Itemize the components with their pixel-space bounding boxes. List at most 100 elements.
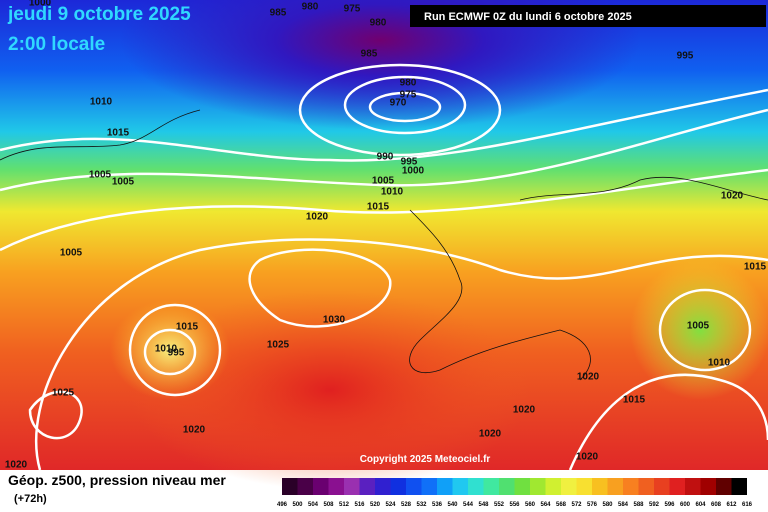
color-swatch: [514, 478, 530, 495]
color-swatch: [669, 478, 685, 495]
colorbar-label: 532: [416, 502, 427, 508]
colorbar-label: 576: [587, 502, 598, 508]
colorbar-label: 496: [277, 502, 288, 508]
isobar-label: 1010: [708, 358, 731, 369]
colorbar-label: 564: [540, 502, 551, 508]
color-swatch: [328, 478, 344, 495]
isobar-label: 1020: [306, 212, 329, 223]
isobar-label: 1025: [52, 388, 75, 399]
isobar-label: 995: [401, 157, 418, 168]
color-swatch: [390, 478, 406, 495]
color-swatch: [638, 478, 654, 495]
color-swatch: [406, 478, 422, 495]
isobar-label: 1005: [687, 321, 710, 332]
color-swatch: [623, 478, 639, 495]
isobar-label: 975: [400, 90, 417, 101]
cut-off: [630, 260, 768, 400]
colorbar-label: 536: [432, 502, 443, 508]
date-title: jeudi 9 octobre 2025: [7, 4, 191, 25]
high-area: [130, 290, 530, 490]
legend-lead: (+72h): [14, 493, 47, 505]
colorbar-label: 596: [664, 502, 675, 508]
color-swatch: [607, 478, 623, 495]
colorbar-label: 520: [370, 502, 381, 508]
colorbar-label: 508: [323, 502, 334, 508]
color-swatch: [576, 478, 592, 495]
isobar-label: 1000: [29, 0, 52, 9]
isobar-label: 1015: [744, 262, 767, 273]
color-swatch: [313, 478, 329, 495]
color-swatch: [561, 478, 577, 495]
isobar-label: 1015: [367, 202, 390, 213]
isobar-label: 1000: [402, 166, 425, 177]
colorbar-label: 544: [463, 502, 474, 508]
warm-core: [110, 300, 230, 400]
colorbar-label: 604: [695, 502, 706, 508]
run-banner: [410, 5, 766, 27]
run-label: Run ECMWF 0Z du lundi 6 octobre 2025: [424, 11, 632, 23]
colorbar-label: 616: [742, 502, 753, 508]
isobar-lines: [0, 63, 768, 471]
color-swatch: [700, 478, 716, 495]
coastlines: [0, 109, 768, 381]
color-swatch: [545, 478, 561, 495]
colorbar-label: 592: [649, 502, 660, 508]
color-swatch: [530, 478, 546, 495]
color-swatch: [654, 478, 670, 495]
colorbar-label: 504: [308, 502, 319, 508]
isobar-label: 1005: [372, 176, 395, 187]
colorbar: 496 500 504 508 512 516 520 524 528 532 536 540 544 5…: [277, 478, 753, 508]
isobar-label: 1020: [183, 425, 206, 436]
isobar-label: 1020: [5, 460, 28, 471]
isobar-label: 1010: [90, 97, 113, 108]
isobar-label: 1020: [513, 405, 536, 416]
isobar-label: 975: [344, 4, 361, 15]
copyright: Copyright 2025 Meteociel.fr: [360, 454, 491, 465]
isobar-label: 995: [168, 348, 185, 359]
color-swatch: [344, 478, 360, 495]
color-swatch: [468, 478, 484, 495]
legend-title: Géop. z500, pression niveau mer: [8, 472, 226, 488]
colorbar-label: 512: [339, 502, 350, 508]
colorbar-label: 560: [525, 502, 536, 508]
colorbar-label: 540: [447, 502, 458, 508]
color-swatch: [716, 478, 732, 495]
isobar-label: 1015: [107, 128, 130, 139]
colorbar-label: 524: [385, 502, 396, 508]
isobar-label: 985: [270, 8, 287, 19]
color-swatch: [421, 478, 437, 495]
colorbar-label: 588: [633, 502, 644, 508]
color-swatch: [359, 478, 375, 495]
isobar-label: 1020: [576, 452, 599, 463]
color-swatch: [282, 478, 298, 495]
color-swatch: [452, 478, 468, 495]
color-swatch: [483, 478, 499, 495]
colorbar-label: 600: [680, 502, 691, 508]
colorbar-label: 552: [494, 502, 505, 508]
colorbar-label: 516: [354, 502, 365, 508]
isobar-label: 1005: [60, 248, 83, 259]
isobar-label: 980: [370, 18, 387, 29]
color-swatch: [375, 478, 391, 495]
color-swatch: [437, 478, 453, 495]
color-swatch: [731, 478, 747, 495]
colorbar-label: 580: [602, 502, 613, 508]
isobar-label: 980: [400, 78, 417, 89]
isobar-label: 1020: [577, 372, 600, 383]
isobar-label: 1015: [176, 322, 199, 333]
color-swatch: [685, 478, 701, 495]
isobar-label: 1020: [721, 191, 744, 202]
isobar-label: 1025: [267, 340, 290, 351]
isobar-label: 1030: [323, 315, 346, 326]
colorbar-label: 556: [509, 502, 520, 508]
color-swatch: [297, 478, 313, 495]
colorbar-label: 572: [571, 502, 582, 508]
colorbar-label: 548: [478, 502, 489, 508]
isobar-label: 1010: [381, 187, 404, 198]
colorbar-label: 612: [726, 502, 737, 508]
isobar-label: 970: [390, 98, 407, 109]
isobar-label: 1005: [89, 170, 112, 181]
isobar-label: 995: [677, 51, 694, 62]
